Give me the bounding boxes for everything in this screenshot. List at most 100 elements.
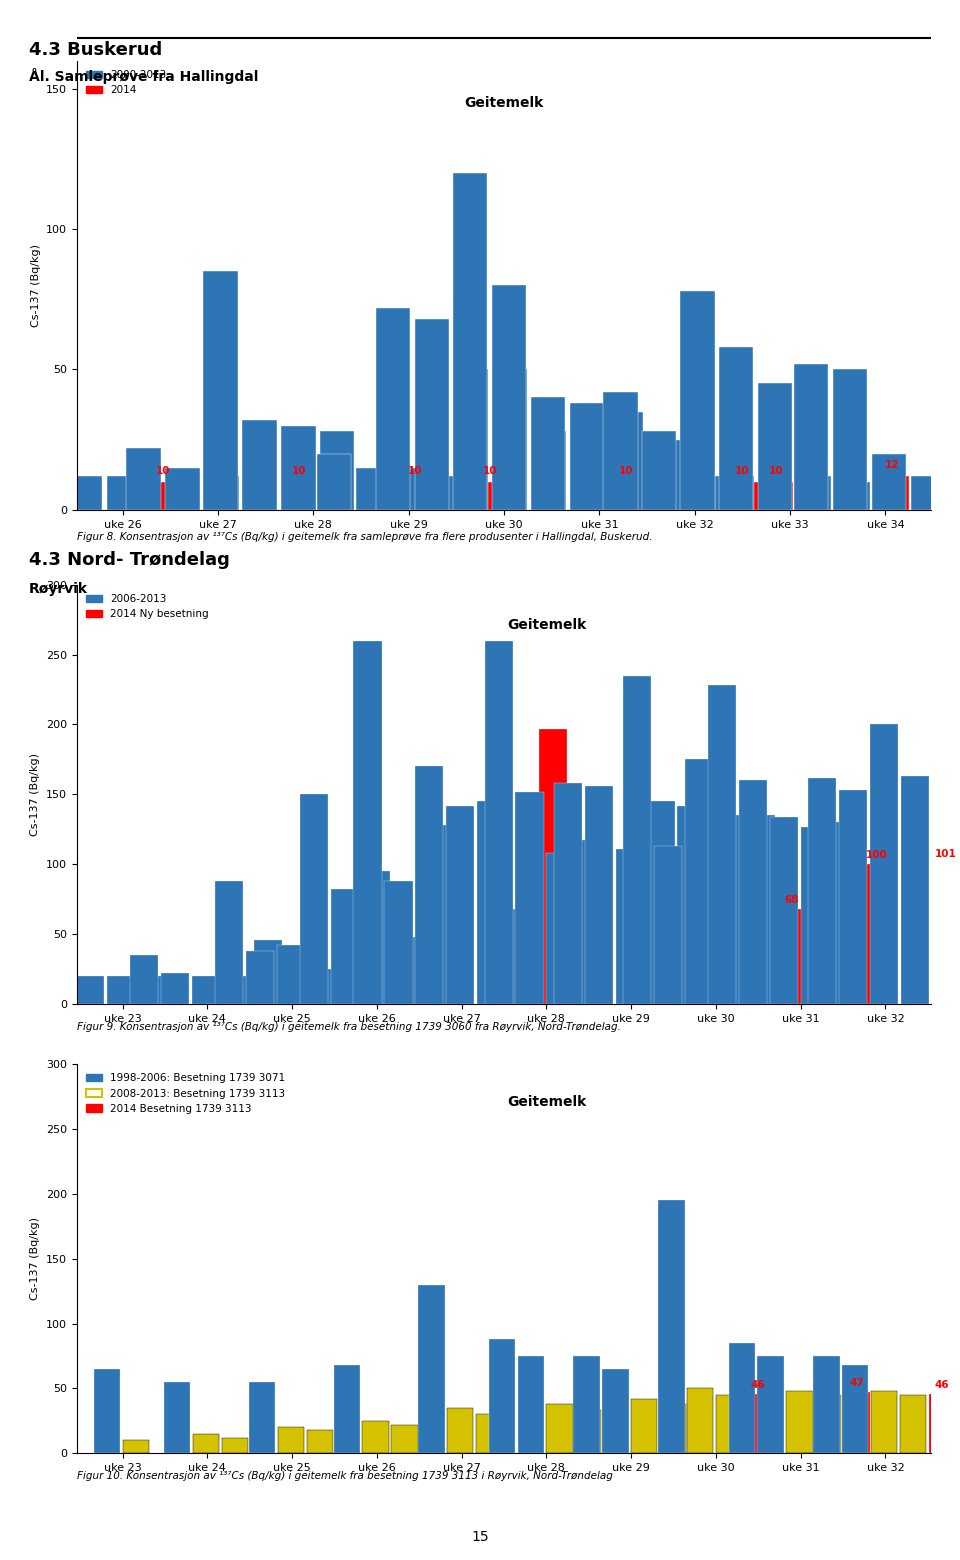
Bar	[393, 938, 420, 1005]
Bar	[306, 1431, 333, 1454]
Bar	[531, 398, 565, 510]
Bar	[242, 420, 276, 510]
Bar	[758, 482, 793, 510]
Bar	[392, 1424, 418, 1454]
Bar	[375, 307, 410, 510]
Bar	[569, 402, 604, 510]
Text: Geitemelk: Geitemelk	[507, 618, 587, 632]
Bar	[356, 468, 391, 510]
Bar	[778, 909, 805, 1005]
Bar	[339, 889, 367, 1005]
Bar	[359, 476, 394, 510]
Bar	[654, 846, 683, 1005]
Bar	[836, 482, 870, 510]
Bar	[685, 760, 713, 1005]
Bar	[192, 977, 220, 1005]
Bar	[193, 1434, 219, 1454]
Text: 10: 10	[735, 466, 750, 476]
Bar	[647, 440, 682, 510]
Text: 15: 15	[471, 1530, 489, 1544]
Text: 47: 47	[850, 1379, 864, 1388]
Text: 4.3 Buskerud: 4.3 Buskerud	[29, 41, 162, 59]
Text: Røyrvik: Røyrvik	[29, 582, 87, 596]
Bar	[476, 1415, 502, 1454]
Bar	[842, 1365, 869, 1454]
Text: Figur 10. Konsentrasjon av ¹³⁷Cs (Bq/kg) i geitemelk fra besetning 1739 3113 i R: Figur 10. Konsentrasjon av ¹³⁷Cs (Bq/kg)…	[77, 1471, 612, 1482]
Bar	[472, 482, 507, 510]
Bar	[757, 1356, 783, 1454]
Bar	[123, 1440, 149, 1454]
Text: 46: 46	[934, 1379, 949, 1390]
Bar	[794, 363, 828, 510]
Bar	[911, 476, 945, 510]
Bar	[446, 805, 474, 1005]
Bar	[492, 285, 526, 510]
Bar	[532, 431, 565, 510]
Bar	[602, 1370, 629, 1454]
Bar	[165, 468, 200, 510]
Bar	[758, 384, 792, 510]
Bar	[127, 448, 160, 510]
Bar	[492, 370, 527, 510]
Bar	[317, 454, 351, 510]
Bar	[681, 290, 714, 510]
Text: 10: 10	[769, 466, 783, 476]
Bar	[416, 766, 444, 1005]
Bar	[485, 641, 513, 1005]
Bar	[223, 977, 251, 1005]
Bar	[797, 476, 831, 510]
Bar	[281, 426, 316, 510]
Bar	[107, 476, 141, 510]
Bar	[384, 881, 413, 1005]
Bar	[610, 482, 643, 510]
Bar	[577, 841, 606, 1005]
Bar	[67, 476, 102, 510]
Bar	[334, 1365, 360, 1454]
Bar	[729, 1343, 755, 1454]
Bar	[517, 1356, 543, 1454]
Bar	[508, 909, 536, 1005]
Bar	[300, 794, 327, 1005]
Bar	[739, 780, 767, 1005]
Text: 101: 101	[935, 849, 957, 858]
Bar	[516, 791, 543, 1005]
Y-axis label: Cs-137 (Bq/kg): Cs-137 (Bq/kg)	[31, 753, 40, 836]
Bar	[546, 853, 574, 1005]
Legend: 1998-2006: Besetning 1739 3071, 2008-2013: Besetning 1739 3113, 2014 Besetning 1: 1998-2006: Besetning 1739 3071, 2008-201…	[82, 1069, 289, 1119]
Text: Figur 8. Konsentrasjon av ¹³⁷Cs (Bq/kg) i geitemelk fra samleprøve fra flere pro: Figur 8. Konsentrasjon av ¹³⁷Cs (Bq/kg) …	[77, 532, 652, 543]
Bar	[131, 955, 158, 1005]
Bar	[276, 945, 304, 1005]
Bar	[832, 370, 867, 510]
Bar	[419, 1284, 444, 1454]
Bar	[681, 459, 715, 510]
Bar	[539, 729, 567, 1005]
Bar	[716, 816, 744, 1005]
Text: 46: 46	[751, 1379, 765, 1390]
Bar	[647, 802, 675, 1005]
Y-axis label: Cs-137 (Bq/kg): Cs-137 (Bq/kg)	[31, 1217, 40, 1299]
Bar	[477, 802, 505, 1005]
Y-axis label: Cs-137 (Bq/kg): Cs-137 (Bq/kg)	[31, 243, 40, 326]
Bar	[204, 476, 238, 510]
Bar	[678, 805, 706, 1005]
Bar	[94, 1370, 120, 1454]
Bar	[575, 1410, 602, 1454]
Bar	[801, 827, 828, 1005]
Bar	[246, 952, 274, 1005]
Bar	[434, 476, 468, 510]
Bar	[831, 822, 860, 1005]
Bar	[949, 482, 960, 510]
Bar	[546, 1404, 573, 1454]
Bar	[770, 817, 798, 1005]
Bar	[631, 1399, 658, 1454]
Bar	[839, 791, 867, 1005]
Bar	[900, 777, 929, 1005]
Bar	[330, 889, 359, 1005]
Text: Ål. Samleprøve fra Hallingdal: Ål. Samleprøve fra Hallingdal	[29, 69, 258, 84]
Bar	[585, 786, 612, 1005]
Bar	[554, 783, 582, 1005]
Bar	[659, 1200, 684, 1454]
Text: 10: 10	[292, 466, 306, 476]
Text: 10: 10	[156, 466, 170, 476]
Bar	[307, 969, 336, 1005]
